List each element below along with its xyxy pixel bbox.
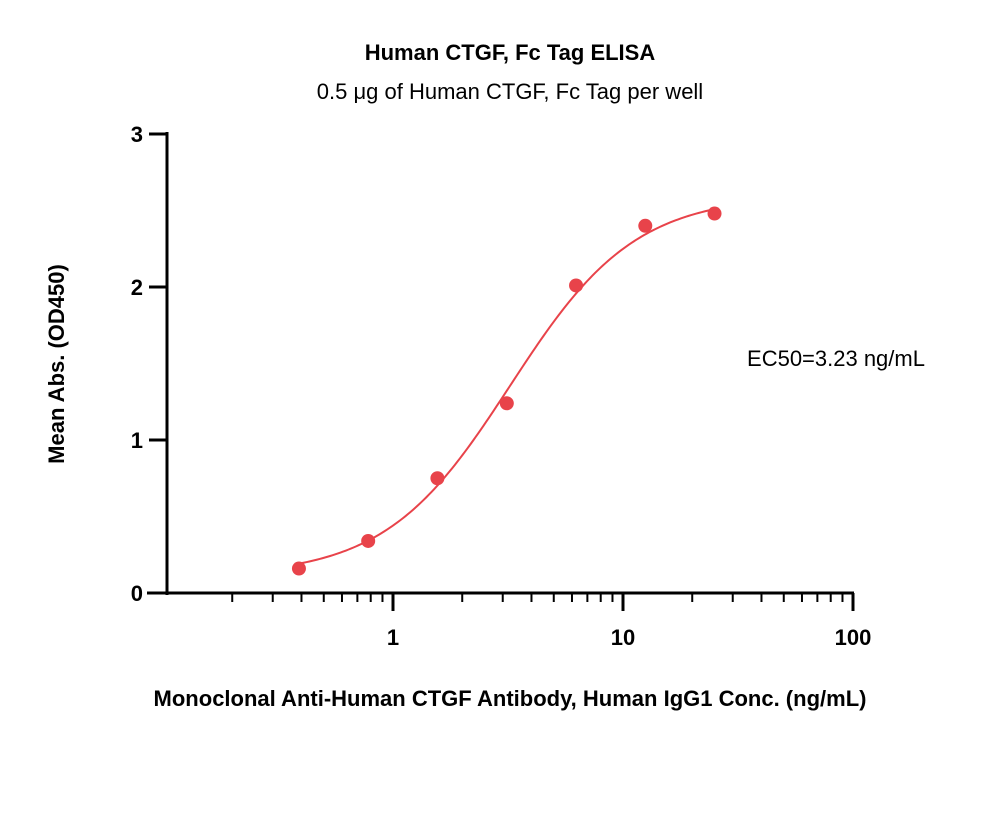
y-tick-label: 2 bbox=[131, 275, 143, 300]
data-point bbox=[707, 206, 722, 221]
data-point bbox=[569, 278, 584, 293]
data-point bbox=[361, 533, 376, 548]
y-tick-label: 3 bbox=[131, 122, 143, 147]
fit-curve bbox=[298, 208, 715, 565]
y-tick-label: 1 bbox=[131, 428, 143, 453]
x-axis-label: Monoclonal Anti-Human CTGF Antibody, Hum… bbox=[154, 686, 867, 711]
x-tick-label: 1 bbox=[387, 625, 399, 650]
data-point bbox=[430, 471, 445, 486]
y-tick-label: 0 bbox=[131, 581, 143, 606]
ec50-annotation: EC50=3.23 ng/mL bbox=[747, 346, 925, 371]
x-tick-label: 10 bbox=[611, 625, 635, 650]
axes: 0 1 2 3 1 10 100 bbox=[131, 122, 872, 650]
data-point bbox=[499, 396, 514, 411]
data-point bbox=[291, 561, 306, 576]
y-axis-label: Mean Abs. (OD450) bbox=[44, 264, 69, 464]
chart-subtitle: 0.5 μg of Human CTGF, Fc Tag per well bbox=[317, 79, 703, 104]
chart-title: Human CTGF, Fc Tag ELISA bbox=[365, 40, 656, 65]
fit-curve-layer bbox=[298, 208, 715, 565]
data-point bbox=[638, 218, 653, 233]
data-points-layer bbox=[291, 206, 722, 576]
x-tick-label: 100 bbox=[835, 625, 872, 650]
